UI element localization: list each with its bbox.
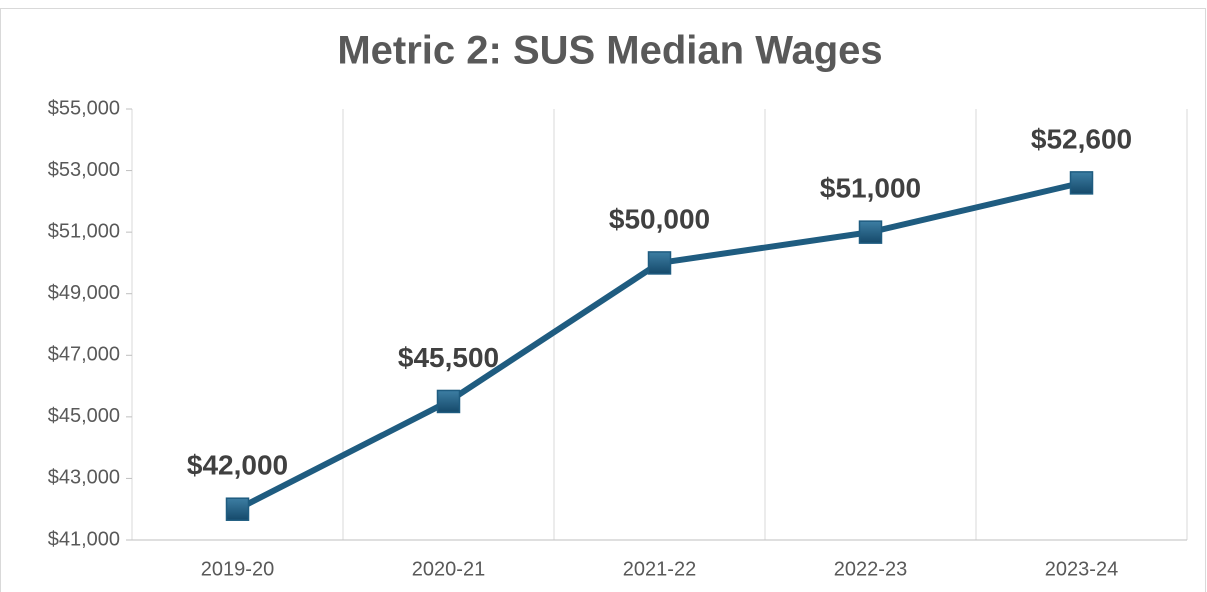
chart-title: Metric 2: SUS Median Wages xyxy=(337,29,882,73)
x-tick-label: 2023-24 xyxy=(1045,558,1118,580)
data-point xyxy=(1069,171,1094,195)
y-tick-label: $55,000 xyxy=(48,97,120,119)
x-tick-label: 2022-23 xyxy=(834,558,907,580)
x-tick-label: 2021-22 xyxy=(623,558,696,580)
x-tick-label: 2019-20 xyxy=(201,558,274,580)
y-tick-label: $51,000 xyxy=(48,220,120,242)
y-tick-label: $47,000 xyxy=(48,344,120,366)
y-tick-label: $41,000 xyxy=(48,528,120,550)
data-label: $45,500 xyxy=(398,342,499,373)
data-label: $50,000 xyxy=(609,203,710,234)
y-tick-label: $49,000 xyxy=(48,282,120,304)
y-tick-label: $53,000 xyxy=(48,159,120,181)
data-point xyxy=(858,220,883,244)
data-point xyxy=(225,497,250,521)
y-tick-label: $43,000 xyxy=(48,467,120,489)
data-label: $52,600 xyxy=(1031,123,1132,154)
y-tick-label: $45,000 xyxy=(48,405,120,427)
data-label: $51,000 xyxy=(820,173,921,204)
data-point xyxy=(647,251,672,275)
data-point xyxy=(436,389,461,414)
data-label: $42,000 xyxy=(187,450,288,481)
x-tick-label: 2020-21 xyxy=(412,558,485,580)
